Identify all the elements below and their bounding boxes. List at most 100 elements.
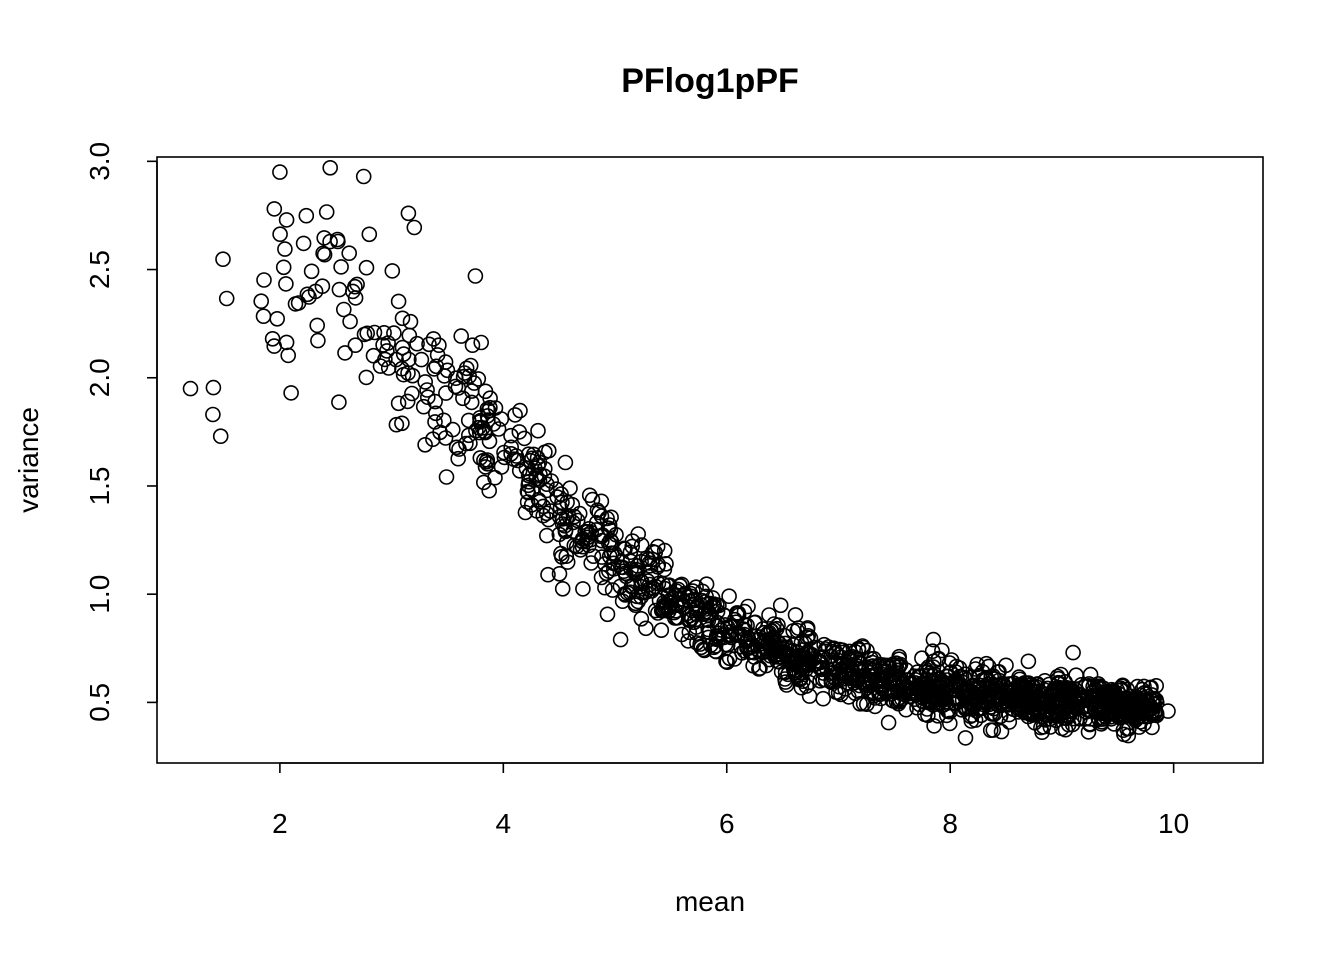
data-point	[295, 235, 312, 252]
data-point	[540, 442, 557, 459]
data-point	[554, 494, 570, 511]
data-point	[548, 481, 565, 498]
data-point	[512, 402, 528, 419]
data-point	[1036, 696, 1052, 712]
data-point	[704, 590, 721, 606]
data-point	[218, 290, 235, 307]
data-point	[205, 379, 222, 396]
data-point	[425, 431, 441, 448]
data-point	[989, 691, 1005, 707]
data-point	[394, 310, 411, 327]
data-point	[390, 293, 407, 310]
data-point	[1055, 680, 1071, 697]
data-point	[395, 366, 412, 383]
data-point	[683, 610, 700, 627]
data-point	[863, 651, 879, 667]
data-point	[1077, 678, 1094, 695]
data-point	[1065, 644, 1081, 661]
data-point	[1097, 708, 1114, 725]
data-point	[427, 414, 443, 430]
data-point	[310, 332, 326, 349]
data-point	[482, 399, 498, 416]
data-point	[458, 435, 474, 452]
data-point	[444, 421, 461, 438]
data-point	[309, 317, 326, 334]
data-point	[1148, 705, 1165, 722]
data-point	[477, 383, 494, 400]
data-point	[697, 601, 714, 617]
data-point	[467, 268, 484, 284]
data-point	[706, 596, 722, 613]
data-point	[470, 371, 487, 387]
x-tick-label: 10	[1158, 808, 1189, 839]
data-point	[942, 664, 959, 680]
data-point	[269, 310, 286, 327]
data-point	[476, 452, 492, 469]
data-point	[272, 226, 288, 242]
data-point	[623, 578, 640, 595]
data-point	[472, 450, 489, 466]
data-point	[843, 667, 860, 683]
data-point	[993, 723, 1010, 740]
data-point	[315, 245, 331, 262]
data-point	[673, 576, 690, 593]
data-point	[1111, 695, 1128, 712]
data-point	[554, 580, 571, 597]
data-point	[858, 696, 875, 713]
data-point	[428, 358, 445, 375]
data-point	[630, 593, 646, 610]
data-point	[1100, 686, 1117, 703]
chart-title: PFlog1pPF	[621, 62, 799, 100]
data-point	[542, 503, 559, 519]
data-point	[985, 688, 1002, 705]
data-point	[277, 241, 293, 257]
data-point	[559, 554, 576, 570]
data-point	[301, 289, 317, 305]
data-point	[1081, 676, 1097, 692]
data-point	[520, 467, 537, 484]
data-point	[973, 700, 990, 716]
data-point	[612, 578, 629, 595]
data-point	[1025, 707, 1041, 723]
data-point	[721, 628, 737, 644]
data-point	[717, 636, 734, 653]
data-point	[584, 491, 601, 508]
data-point	[946, 694, 963, 711]
data-point	[647, 544, 664, 561]
data-point	[404, 367, 421, 384]
data-point	[394, 339, 411, 356]
data-point	[874, 673, 891, 690]
data-point	[390, 395, 407, 412]
data-point	[926, 718, 942, 734]
data-point	[1120, 727, 1137, 744]
data-point	[356, 326, 373, 343]
data-point	[538, 505, 555, 522]
data-point	[1130, 709, 1146, 726]
data-point	[256, 272, 272, 288]
data-point	[700, 621, 717, 638]
x-tick-label: 8	[942, 808, 958, 839]
data-point	[1070, 696, 1087, 712]
data-point	[978, 655, 995, 672]
data-point	[680, 633, 697, 649]
data-point	[531, 493, 548, 510]
data-point	[355, 168, 372, 185]
data-point	[386, 325, 402, 341]
data-point	[743, 643, 760, 660]
data-point	[815, 690, 832, 707]
data-point	[507, 407, 523, 423]
data-point	[458, 360, 475, 377]
data-point	[517, 504, 534, 521]
data-point	[376, 324, 392, 341]
data-point	[1028, 676, 1045, 693]
data-point	[806, 650, 822, 667]
data-point	[431, 337, 447, 354]
data-point	[707, 638, 724, 654]
data-point	[253, 293, 270, 310]
data-point	[461, 368, 478, 385]
data-point	[503, 427, 519, 444]
data-point	[912, 668, 929, 685]
data-point	[447, 378, 464, 395]
data-point	[1018, 704, 1035, 721]
data-point	[481, 433, 498, 450]
